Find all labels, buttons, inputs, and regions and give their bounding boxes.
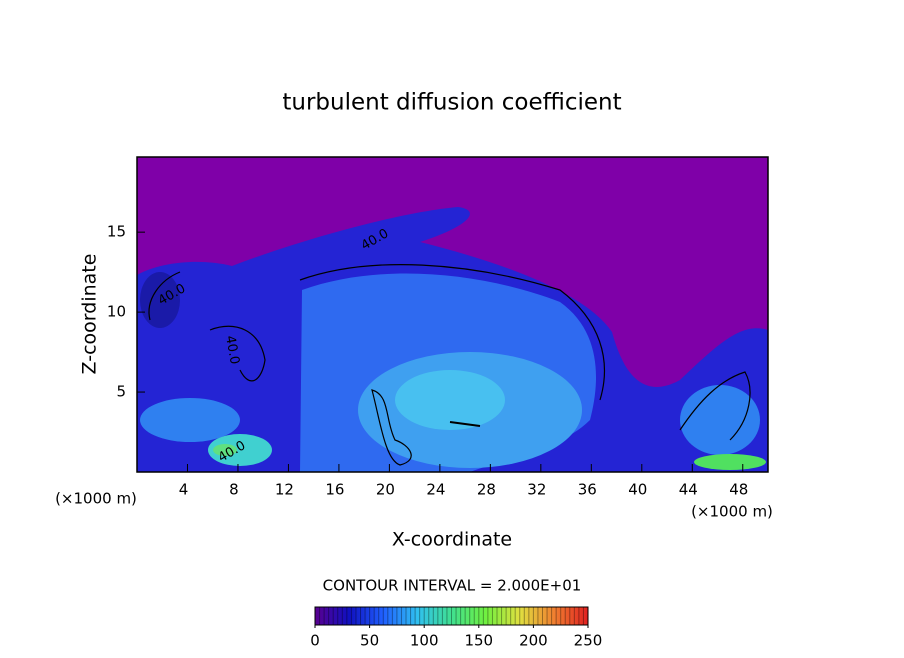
contour-line	[209, 325, 266, 382]
colorbar: 0 50 100 150 200 250	[310, 606, 603, 650]
colorbar-tick-label: 200	[519, 632, 548, 650]
x-tick-label: 44	[679, 481, 698, 499]
contour-line	[371, 389, 412, 466]
contour-interval: CONTOUR INTERVAL = 2.000E+01	[323, 577, 582, 595]
y-tick-label: 15	[107, 223, 126, 241]
colorbar-tick-label: 100	[410, 632, 439, 650]
x-tick-label: 16	[325, 481, 344, 499]
x-tick-label: 28	[477, 481, 496, 499]
colorbar-tick-label: 0	[310, 632, 320, 650]
plot-frame	[136, 156, 769, 473]
y-axis-label: Z-coordinate	[79, 254, 101, 375]
contour-line	[299, 264, 606, 401]
field-region	[680, 385, 760, 455]
x-unit-label: (×1000 m)	[691, 503, 773, 521]
y-tick-label: 5	[116, 383, 126, 401]
colorbar-tick-label: 50	[360, 632, 379, 650]
field-region	[395, 370, 505, 430]
field-region	[213, 444, 237, 456]
field-region	[140, 398, 240, 442]
x-tick-label: 24	[426, 481, 445, 499]
contour-line	[679, 371, 751, 441]
x-tick-label: 48	[729, 481, 748, 499]
x-tick-label: 20	[376, 481, 395, 499]
x-unit-label: (×1000 m)	[55, 490, 137, 508]
x-tick-label: 4	[179, 481, 189, 499]
x-tick-label: 12	[275, 481, 294, 499]
contour-line	[449, 421, 481, 427]
chart-title: turbulent diffusion coefficient	[282, 90, 621, 116]
y-tick-label: 10	[107, 303, 126, 321]
x-tick-label: 32	[527, 481, 546, 499]
colorbar-gradient	[314, 606, 589, 626]
field-region	[694, 454, 766, 470]
x-axis-label: X-coordinate	[392, 529, 512, 551]
x-tick-label: 40	[628, 481, 647, 499]
x-tick-label: 36	[578, 481, 597, 499]
x-tick-label: 8	[229, 481, 239, 499]
field-region	[208, 434, 272, 466]
contour-label: 40.0	[222, 334, 242, 365]
field	[137, 207, 768, 472]
colorbar-tick-label: 150	[464, 632, 493, 650]
contour-line	[148, 271, 181, 321]
field-region	[140, 272, 180, 328]
colorbar-tick-label: 250	[574, 632, 603, 650]
